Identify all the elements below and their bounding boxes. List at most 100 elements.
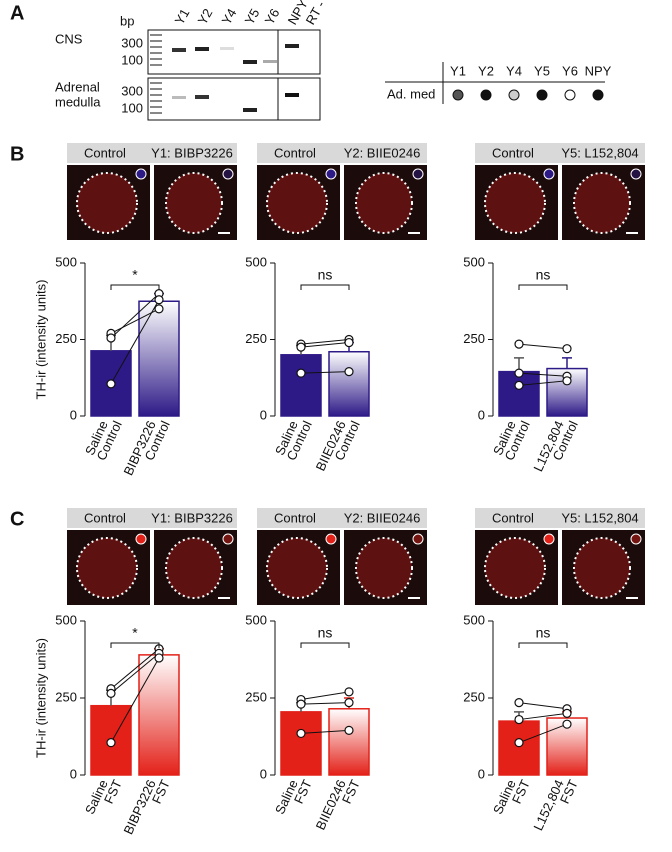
y-tick-label: 500 (463, 612, 485, 627)
pair-line (300, 339, 350, 345)
significance-label: * (132, 267, 138, 283)
pair-line (110, 299, 160, 385)
gel-label: Adrenal (55, 79, 100, 94)
y-tick-label: 500 (245, 612, 267, 627)
expression-dot (564, 89, 576, 101)
tissue (573, 537, 631, 599)
significance-bracket (300, 642, 350, 648)
table-column: Y5 (534, 63, 550, 78)
image-header (257, 508, 427, 528)
significance-bracket (110, 284, 160, 290)
lane-label: Y5 (242, 6, 263, 27)
bar (498, 370, 540, 417)
lane-label: Y1 (172, 6, 193, 27)
condition-dot (135, 533, 147, 545)
data-point (344, 725, 354, 735)
y-tick-label: 250 (463, 689, 485, 704)
pair-line (518, 380, 568, 386)
data-point (514, 339, 524, 349)
image-label: Control (492, 145, 534, 160)
gel-label: CNS (55, 31, 83, 46)
bar (280, 354, 322, 417)
tissue (573, 172, 631, 234)
ladder (150, 34, 162, 114)
pair-line (300, 729, 350, 734)
data-point (154, 653, 164, 663)
tissue (355, 172, 413, 234)
data-point (344, 698, 354, 708)
marker-label: 300 (121, 83, 143, 98)
data-point (344, 687, 354, 697)
table-column: Y4 (506, 63, 522, 78)
gel-images (147, 29, 605, 121)
pair-line (518, 372, 568, 377)
significance-bracket (300, 284, 350, 290)
pair-line (300, 691, 350, 701)
gel-bands (172, 44, 299, 112)
y-tick-label: 0 (70, 407, 77, 422)
data-point (296, 342, 306, 352)
panel-label: B (10, 143, 24, 165)
y-tick-label: 0 (478, 766, 485, 781)
y-tick-label: 250 (245, 331, 267, 346)
significance-label: ns (318, 267, 333, 283)
data-point (562, 344, 572, 354)
pair-line (518, 712, 568, 721)
image-label: Y1: BIBP3226 (151, 510, 233, 525)
data-point (514, 714, 524, 725)
pair-line (110, 652, 160, 694)
marker-label: 100 (121, 52, 143, 67)
lane-label: Y4 (219, 6, 240, 27)
x-tick-label: L152,804 (530, 777, 567, 832)
data-point (154, 295, 164, 305)
y-tick-label: 250 (55, 689, 77, 704)
y-tick-label: 0 (70, 766, 77, 781)
condition-dot (412, 533, 424, 545)
significance-label: ns (318, 625, 333, 641)
bar (138, 300, 180, 417)
image-label: Control (84, 510, 126, 525)
bar (328, 708, 370, 776)
image-label: Control (274, 510, 316, 525)
bar (328, 350, 370, 417)
significance-bracket (110, 642, 160, 648)
tissue (266, 537, 328, 599)
gel-label: medulla (55, 94, 101, 109)
y-tick-label: 0 (260, 766, 267, 781)
condition-dot (325, 533, 337, 545)
image-label: Y5: L152,804 (561, 510, 638, 525)
data-point (296, 699, 306, 709)
bp-label: bp (120, 13, 134, 28)
lane-label: Y6 (262, 6, 283, 27)
tissue (266, 172, 328, 234)
pair-line (110, 293, 160, 339)
expression-dot (536, 89, 548, 101)
pair-line (518, 343, 568, 350)
image-label: Y2: BIIE0246 (344, 510, 421, 525)
condition-dot (325, 168, 337, 180)
significance-label: ns (536, 267, 551, 283)
condition-dot (630, 533, 642, 545)
pair-line (300, 371, 350, 374)
data-point (106, 333, 116, 343)
y-tick-label: 250 (463, 331, 485, 346)
tissue (484, 172, 546, 234)
condition-dot (412, 168, 424, 180)
data-point (344, 367, 354, 377)
tissue (165, 172, 223, 234)
tissue (76, 172, 138, 234)
data-point (514, 368, 524, 378)
pair-line (518, 702, 568, 710)
tissue (484, 537, 546, 599)
y-tick-label: 0 (478, 407, 485, 422)
marker-label: 100 (121, 100, 143, 115)
image-label: Control (492, 510, 534, 525)
expression-dot (592, 89, 604, 101)
y-tick-label: 0 (260, 407, 267, 422)
data-point (154, 304, 164, 314)
marker-label: 300 (121, 35, 143, 50)
pair-line (110, 648, 160, 690)
data-point (514, 738, 524, 748)
pair-line (110, 657, 160, 743)
